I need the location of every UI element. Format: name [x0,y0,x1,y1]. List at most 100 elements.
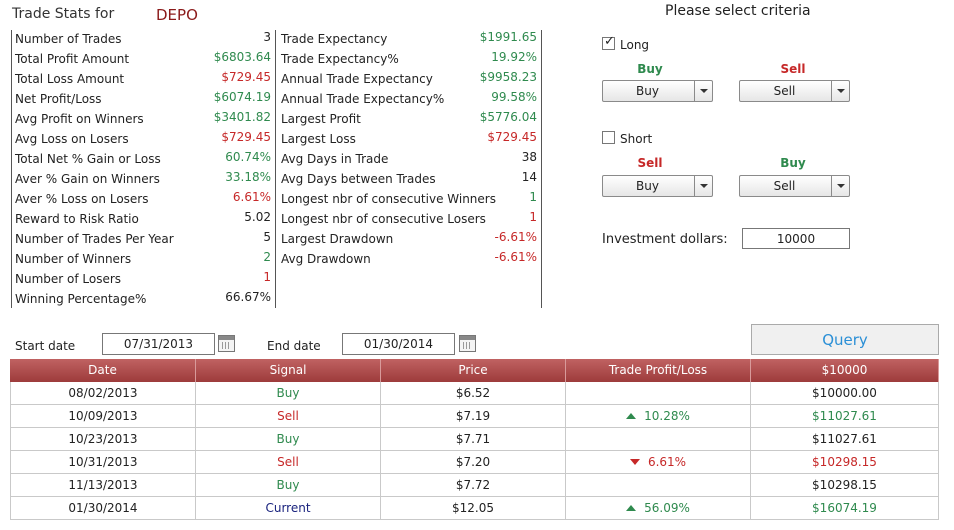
cell-profit-loss [566,428,751,451]
cell-value-text: $10298.15 [812,455,877,469]
stat-label: Winning Percentage% [15,292,147,306]
cell-price-text: $7.20 [455,455,491,469]
stat-row: Total Profit Amount $6803.64 [12,50,275,70]
cell-value-text: $10298.15 [812,478,877,492]
stat-label: Annual Trade Expectancy% [281,92,445,106]
stat-label: Avg Drawdown [281,252,371,266]
stat-row: Number of Trades 3 [12,30,275,50]
cell-value-text: $10000.00 [812,386,877,400]
stat-label: Trade Expectancy [281,32,388,46]
stat-label: Aver % Gain on Winners [15,172,160,186]
short-buy-value: Sell [773,179,796,193]
stat-value: 2 [263,250,271,264]
stat-label: Number of Losers [15,272,122,286]
stat-row: Aver % Gain on Winners 33.18% [12,170,275,190]
cell-value: $11027.61 [751,405,939,428]
short-sell-dropdown[interactable]: Buy [602,175,713,197]
stat-row: Avg Drawdown -6.61% [276,250,541,270]
cell-date-text: 10/09/2013 [68,409,138,423]
stat-row: Trade Expectancy% 19.92% [276,50,541,70]
long-buy-value: Buy [636,84,659,98]
stats-column-right: Trade Expectancy $1991.65 Trade Expectancy… [276,30,542,308]
investment-input[interactable]: 10000 [742,228,850,249]
start-date-input[interactable]: 07/31/2013 [102,333,215,355]
stat-label: Annual Trade Expectancy [281,72,433,86]
stat-value: 5.02 [244,210,271,224]
end-date-input[interactable]: 01/30/2014 [342,333,455,355]
criteria-title: Please select criteria [665,3,811,19]
column-header-date[interactable]: Date [10,359,196,382]
calendar-icon[interactable] [218,335,235,352]
chevron-down-icon[interactable] [831,176,849,196]
column-header-value[interactable]: $10000 [751,359,939,382]
stat-label: Avg Days in Trade [281,152,389,166]
cell-signal-text: Sell [277,455,299,469]
stat-value: 1 [529,190,537,204]
stat-value: 5 [263,230,271,244]
cell-profit-loss-text: 10.28% [644,409,690,423]
stat-label: Total Profit Amount [15,52,130,66]
column-header-profit-loss[interactable]: Trade Profit/Loss [566,359,751,382]
short-sell-label: Sell [637,156,663,170]
cell-date-text: 10/31/2013 [68,455,138,469]
stat-value: 1 [529,210,537,224]
stat-row: Aver % Loss on Losers 6.61% [12,190,275,210]
long-buy-dropdown[interactable]: Buy [602,80,713,102]
arrow-up-icon [626,505,637,511]
cell-profit-loss [566,474,751,497]
column-header-signal[interactable]: Signal [196,359,381,382]
chevron-down-icon[interactable] [831,81,849,101]
table-row[interactable]: 01/30/2014 Current $12.05 56.09% $16074.19 [10,497,939,520]
table-row[interactable]: 11/13/2013 Buy $7.72 $10298.15 [10,474,939,497]
stat-value: 60.74% [225,150,271,164]
table-row[interactable]: 10/23/2013 Buy $7.71 $11027.61 [10,428,939,451]
cell-profit-loss: 6.61% [566,451,751,474]
query-button[interactable]: Query [751,324,939,355]
table-header: Date Signal Price Trade Profit/Loss $100… [10,359,939,382]
stat-row: Largest Profit $5776.04 [276,110,541,130]
long-sell-dropdown[interactable]: Sell [739,80,850,102]
stat-value: -6.61% [494,230,537,244]
trades-table: Date Signal Price Trade Profit/Loss $100… [10,359,939,520]
stat-value: 33.18% [225,170,271,184]
cell-date-text: 11/13/2013 [68,478,138,492]
stat-value: $6074.19 [213,90,271,104]
cell-date: 08/02/2013 [10,382,196,405]
cell-price-text: $7.71 [455,432,491,446]
stat-value: $729.45 [221,70,271,84]
stat-row: Largest Drawdown -6.61% [276,230,541,250]
table-row[interactable]: 10/09/2013 Sell $7.19 10.28% $11027.61 [10,405,939,428]
table-row[interactable]: 08/02/2013 Buy $6.52 $10000.00 [10,382,939,405]
chevron-down-icon[interactable] [694,81,712,101]
long-sell-label: Sell [780,62,806,76]
cell-price-text: $7.72 [455,478,491,492]
cell-signal: Buy [196,474,381,497]
stat-value: 38 [521,150,537,164]
stat-row: Number of Trades Per Year 5 [12,230,275,250]
stat-row: Avg Loss on Losers $729.45 [12,130,275,150]
long-label: Long [620,38,650,52]
short-buy-dropdown[interactable]: Sell [739,175,850,197]
cell-value-text: $16074.19 [812,501,877,515]
short-sell-value: Buy [636,179,659,193]
stat-label: Avg Loss on Losers [15,132,129,146]
short-checkbox[interactable] [602,131,615,144]
cell-date: 10/09/2013 [10,405,196,428]
cell-signal: Current [196,497,381,520]
cell-signal-text: Buy [276,432,300,446]
stat-value: 6.61% [232,190,271,204]
long-checkbox[interactable]: ✓ [602,34,615,50]
cell-value: $10298.15 [751,474,939,497]
stat-label: Number of Trades [15,32,122,46]
cell-value: $11027.61 [751,428,939,451]
calendar-icon[interactable] [459,335,476,352]
stat-value: 99.58% [491,90,537,104]
column-header-price[interactable]: Price [381,359,566,382]
check-mark-icon: ✓ [604,34,615,49]
table-row[interactable]: 10/31/2013 Sell $7.20 6.61% $10298.15 [10,451,939,474]
stat-row: Annual Trade Expectancy $9958.23 [276,70,541,90]
stat-label: Avg Days between Trades [281,172,436,186]
stat-value: $1991.65 [479,30,537,44]
chevron-down-icon[interactable] [694,176,712,196]
stat-row: Number of Winners 2 [12,250,275,270]
